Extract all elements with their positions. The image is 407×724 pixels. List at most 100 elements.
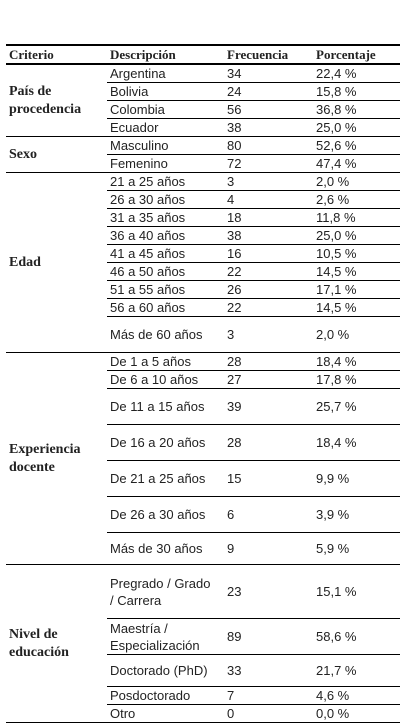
percentage-cell: 58,6 % <box>313 618 400 655</box>
criterion-cell: Experiencia docente <box>6 352 107 565</box>
table-row: Doctorado (PhD) 33 21,7 % <box>6 654 400 687</box>
frequency-cell: 89 <box>224 618 313 655</box>
description-text: Más de 30 años <box>110 541 203 556</box>
description-cell: 46 a 50 años <box>107 262 224 281</box>
description-cell: Argentina <box>107 64 224 83</box>
description-text: De 21 a 25 años <box>110 471 206 486</box>
description-cell: 21 a 25 años <box>107 172 224 191</box>
description-text: 56 a 60 años <box>110 300 186 315</box>
table-row: Sexo Masculino 80 52,6 % <box>6 136 400 173</box>
description-text: Ecuador <box>110 120 159 135</box>
data-table: Criterio Descripción Frecuencia Porcenta… <box>6 44 400 723</box>
frequency-cell: 28 <box>224 352 313 371</box>
percentage-cell: 36,8 % <box>313 100 400 119</box>
frequency-cell: 3 <box>224 316 313 353</box>
description-cell: Femenino <box>107 154 224 173</box>
table-row: Ecuador 38 25,0 % <box>6 118 400 137</box>
frequency-cell: 23 <box>224 564 313 619</box>
description-text: Masculino <box>110 138 169 153</box>
percentage-cell: 14,5 % <box>313 298 400 317</box>
description-text: De 26 a 30 años <box>110 507 206 522</box>
table-row: 31 a 35 años 18 11,8 % <box>6 208 400 227</box>
frequency-cell: 6 <box>224 496 313 533</box>
table-row: Bolivia 24 15,8 % <box>6 82 400 101</box>
description-cell: 36 a 40 años <box>107 226 224 245</box>
percentage-cell: 2,6 % <box>313 190 400 209</box>
table-row: Posdoctorado 7 4,6 % <box>6 686 400 705</box>
percentage-cell: 11,8 % <box>313 208 400 227</box>
percentage-cell: 2,0 % <box>313 172 400 191</box>
percentage-cell: 21,7 % <box>313 654 400 687</box>
table-row: Edad 21 a 25 años 3 2,0 % <box>6 172 400 353</box>
description-text: De 6 a 10 años <box>110 372 199 387</box>
frequency-cell: 26 <box>224 280 313 299</box>
description-cell: De 6 a 10 años <box>107 370 224 389</box>
percentage-cell: 0,0 % <box>313 704 400 723</box>
table-row: 56 a 60 años 22 14,5 % <box>6 298 400 317</box>
criterion-cell: Edad <box>6 172 107 353</box>
description-text: Otro <box>110 706 136 721</box>
frequency-cell: 34 <box>224 64 313 83</box>
description-cell: De 16 a 20 años <box>107 424 224 461</box>
percentage-cell: 15,8 % <box>313 82 400 101</box>
description-text: 21 a 25 años <box>110 174 186 189</box>
description-cell: Pregrado / Grado / Carrera <box>107 564 224 619</box>
table-row: Maestría / Especialización 89 58,6 % <box>6 618 400 655</box>
description-cell: Ecuador <box>107 118 224 137</box>
table-row: 46 a 50 años 22 14,5 % <box>6 262 400 281</box>
description-cell: 41 a 45 años <box>107 244 224 263</box>
table-row: Otro 0 0,0 % <box>6 704 400 723</box>
table-row: De 11 a 15 años 39 25,7 % <box>6 388 400 425</box>
frequency-cell: 38 <box>224 226 313 245</box>
percentage-cell: 5,9 % <box>313 532 400 565</box>
percentage-cell: 17,1 % <box>313 280 400 299</box>
description-cell: De 26 a 30 años <box>107 496 224 533</box>
percentage-cell: 10,5 % <box>313 244 400 263</box>
table-row: Experiencia docente De 1 a 5 años 28 18,4 % <box>6 352 400 565</box>
percentage-cell: 22,4 % <box>313 64 400 83</box>
description-text: Maestría / Especialización <box>110 620 200 653</box>
description-text: Posdoctorado <box>110 688 191 703</box>
table-row: Colombia 56 36,8 % <box>6 100 400 119</box>
percentage-cell: 2,0 % <box>313 316 400 353</box>
table-row: 41 a 45 años 16 10,5 % <box>6 244 400 263</box>
description-text: De 16 a 20 años <box>110 435 206 450</box>
description-text: 36 a 40 años <box>110 228 186 243</box>
description-cell: Maestría / Especialización <box>107 618 224 655</box>
description-text: 51 a 55 años <box>110 282 186 297</box>
table-row: País de procedencia Argentina 34 22,4 % <box>6 64 400 137</box>
frequency-cell: 28 <box>224 424 313 461</box>
description-cell: 31 a 35 años <box>107 208 224 227</box>
frequency-cell: 9 <box>224 532 313 565</box>
table-row: De 16 a 20 años 28 18,4 % <box>6 424 400 461</box>
percentage-cell: 17,8 % <box>313 370 400 389</box>
description-text: 26 a 30 años <box>110 192 186 207</box>
header-cell: Frecuencia <box>224 44 313 65</box>
description-cell: 56 a 60 años <box>107 298 224 317</box>
percentage-cell: 25,0 % <box>313 226 400 245</box>
frequency-cell: 0 <box>224 704 313 723</box>
frequency-cell: 39 <box>224 388 313 425</box>
frequency-cell: 72 <box>224 154 313 173</box>
description-text: Bolivia <box>110 84 149 99</box>
description-text: Argentina <box>110 66 166 81</box>
description-cell: 26 a 30 años <box>107 190 224 209</box>
percentage-cell: 18,4 % <box>313 352 400 371</box>
header-cell: Porcentaje <box>313 44 400 65</box>
frequency-cell: 4 <box>224 190 313 209</box>
criterion-cell: Sexo <box>6 136 107 173</box>
description-cell: De 21 a 25 años <box>107 460 224 497</box>
table-row: Nivel de educación Pregrado / Grado / Car… <box>6 564 400 723</box>
table-row: 36 a 40 años 38 25,0 % <box>6 226 400 245</box>
header-row: Criterio Descripción Frecuencia Porcenta… <box>6 44 400 65</box>
description-cell: Posdoctorado <box>107 686 224 705</box>
frequency-cell: 3 <box>224 172 313 191</box>
description-cell: De 11 a 15 años <box>107 388 224 425</box>
percentage-cell: 52,6 % <box>313 136 400 155</box>
frequency-cell: 80 <box>224 136 313 155</box>
percentage-cell: 9,9 % <box>313 460 400 497</box>
header-cell: Descripción <box>107 44 224 65</box>
table-row: De 26 a 30 años 6 3,9 % <box>6 496 400 533</box>
percentage-cell: 4,6 % <box>313 686 400 705</box>
